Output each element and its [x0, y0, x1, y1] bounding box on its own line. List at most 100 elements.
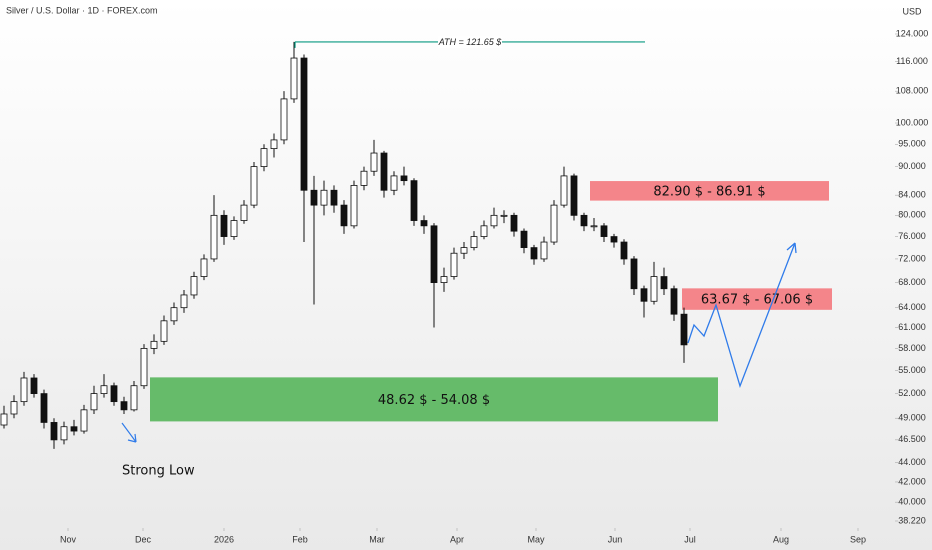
candle-body [410, 180, 418, 221]
x-tick-label: Jun [608, 534, 623, 544]
candle-body [100, 385, 108, 395]
zone-label: 82.90 $ - 86.91 $ [653, 184, 765, 199]
candle-body [590, 225, 598, 228]
y-tick-label: 49.000 [898, 413, 926, 423]
y-tick-label: 95.000 [898, 139, 926, 149]
candle-body [540, 241, 548, 260]
candle-body [0, 413, 8, 426]
x-tick-label: Jul [684, 534, 696, 544]
y-tick-label: 100.000 [896, 117, 929, 127]
x-tick-label: 2026 [214, 534, 234, 544]
candle-body [580, 214, 588, 227]
candle-body [220, 214, 228, 237]
ath-label: ATH = 121.65 $ [438, 37, 503, 47]
candle-body [40, 393, 48, 423]
candle-body [300, 57, 308, 191]
candle-body [510, 214, 518, 232]
candle-body [270, 139, 278, 150]
zone-label: 63.67 $ - 67.06 $ [701, 293, 813, 308]
x-tick-label: Nov [60, 534, 77, 544]
candle-body [520, 230, 528, 249]
y-tick-label: 72.000 [898, 253, 926, 263]
candle-body [650, 276, 658, 302]
candle-body [490, 214, 498, 227]
candle-body [360, 170, 368, 186]
y-tick-label: 61.000 [898, 322, 926, 332]
candle-body [180, 294, 188, 309]
candle-body [240, 204, 248, 221]
price-zone [150, 377, 718, 422]
y-tick-label: 38.220 [898, 515, 926, 525]
x-tick-label: Aug [773, 534, 789, 544]
candle-body [370, 152, 378, 172]
y-tick-label: 90.000 [898, 161, 926, 171]
y-tick-label: 108.000 [896, 86, 929, 96]
candle-body [230, 220, 238, 237]
y-tick-label: 40.000 [898, 497, 926, 507]
candle-body [150, 340, 158, 349]
candle-body [70, 426, 78, 432]
y-tick-label: 58.000 [898, 343, 926, 353]
x-tick-label: Sep [850, 534, 866, 544]
candle-body [80, 409, 88, 432]
candle-body [350, 185, 358, 227]
y-tick-label: 46.500 [898, 434, 926, 444]
candle-body [570, 175, 578, 216]
candle-body [30, 377, 38, 395]
candle-body [200, 258, 208, 277]
strong-low-arrow [121, 422, 137, 443]
candle-body [160, 320, 168, 342]
y-tick-label: 80.000 [898, 210, 926, 220]
candle-body [630, 258, 638, 290]
price-zone [590, 181, 829, 201]
candle-body [50, 422, 58, 441]
price-zone [682, 288, 832, 310]
candle-body [530, 247, 538, 260]
zones: 82.90 $ - 86.91 $ 63.67 $ - 67.06 $ 48.62 … [150, 181, 832, 422]
projection-arrowhead [786, 242, 797, 254]
candle-body [390, 175, 398, 191]
candle-body [640, 288, 648, 302]
candle-body [340, 204, 348, 227]
candle-body [190, 276, 198, 296]
candle-body [330, 189, 338, 206]
candle-body [310, 189, 318, 206]
projection-path [687, 242, 796, 389]
strong-low-arrowhead [127, 433, 137, 443]
candle-body [420, 220, 428, 227]
y-tick-label: 116.000 [896, 56, 928, 66]
overlay: ATH = 121.65 $ Strong Low [121, 35, 797, 479]
candle-body [10, 401, 18, 415]
candle-body [60, 426, 68, 441]
candle-body [680, 313, 688, 346]
candle-body [170, 307, 178, 322]
y-tick-label: 44.000 [898, 457, 926, 467]
x-tick-label: Mar [369, 534, 385, 544]
y-tick-label: 52.000 [898, 388, 926, 398]
candle-body [260, 148, 268, 168]
candle-body [550, 204, 558, 243]
candle-body [110, 385, 118, 403]
candle-body [660, 276, 668, 290]
chart-title: Silver / U.S. Dollar · 1D · FOREX.com [6, 5, 158, 15]
candle-body [470, 236, 478, 249]
candle-body [90, 393, 98, 411]
candle-body [480, 225, 488, 237]
candle-body [250, 166, 258, 206]
x-tick-label: Dec [135, 534, 152, 544]
y-tick-label: 76.000 [898, 231, 926, 241]
candle-body [120, 401, 128, 411]
y-tick-label: 124.000 [896, 28, 929, 38]
candle-body [290, 57, 298, 100]
candle-body [460, 247, 468, 254]
candle-body [130, 385, 138, 411]
candle-body [20, 377, 28, 403]
y-tick-label: 68.000 [898, 277, 926, 287]
y-tick-label: 64.000 [898, 302, 926, 312]
currency-label: USD [902, 6, 922, 16]
candle-body [430, 225, 438, 283]
candle-body [440, 276, 448, 283]
candle-body [500, 214, 508, 217]
